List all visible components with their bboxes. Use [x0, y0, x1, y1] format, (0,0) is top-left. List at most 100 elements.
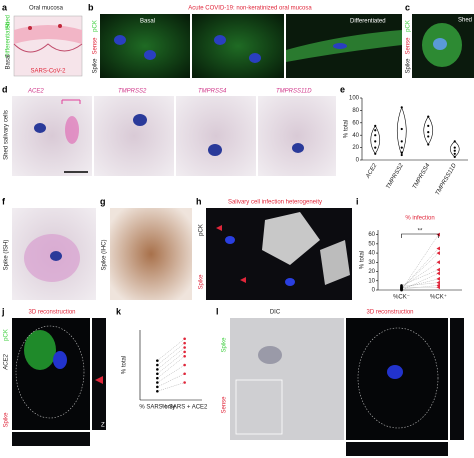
- data-point: [374, 146, 377, 149]
- virus-label: SARS-CoV-2: [30, 69, 66, 75]
- x-tick-label: % SARS only: [139, 405, 175, 411]
- channel-label: Sense: [222, 396, 228, 414]
- panel-letter: k: [116, 306, 122, 316]
- nucleus: [114, 35, 126, 45]
- data-point: [183, 341, 186, 345]
- panel-b: b Acute COVID-19: non-keratinized oral m…: [88, 2, 402, 78]
- data-point: [183, 354, 186, 358]
- channel-label: ACE2: [4, 354, 10, 371]
- micrograph: [94, 96, 174, 176]
- micrograph: [192, 14, 284, 78]
- chart-title: % infection: [405, 216, 434, 222]
- channel-label: Spike: [406, 58, 412, 74]
- panel-title: 3D reconstruction: [28, 310, 75, 316]
- pair-line: [157, 382, 185, 392]
- data-point: [400, 106, 403, 109]
- micrograph: [110, 208, 192, 300]
- panel-l: l DIC 3D reconstruction Spike Sense Z: [216, 306, 464, 456]
- data-point: [453, 149, 456, 152]
- nucleus: [34, 123, 46, 133]
- gene-label: ACE2: [27, 89, 44, 95]
- epithelium: [14, 25, 82, 44]
- outline: [357, 327, 439, 429]
- panel-h: h Salivary cell infection heterogeneity …: [196, 196, 352, 300]
- y-tick-label: 10: [368, 278, 375, 284]
- layer-label: Differentiated: [6, 22, 12, 58]
- data-point: [453, 152, 456, 155]
- side-label: Shed salivary cells: [4, 110, 10, 160]
- z-slice: [92, 318, 106, 430]
- panel-letter: l: [216, 306, 219, 316]
- panel-title: 3D reconstruction: [366, 310, 413, 316]
- panel-d: d Shed salivary cells ACE2 TMPRSS2 TMPRS…: [2, 84, 336, 176]
- data-point: [436, 276, 440, 281]
- pair-line: [401, 273, 439, 291]
- nucleus: [249, 53, 261, 63]
- data-point: [374, 140, 377, 143]
- data-point: [400, 285, 403, 289]
- data-point: [436, 271, 440, 276]
- data-point: [400, 146, 403, 149]
- channel-label: pCK: [199, 224, 205, 236]
- panel-letter: b: [88, 2, 94, 12]
- x-tick-label: %CK⁺: [430, 294, 447, 301]
- arrowhead: [216, 225, 222, 231]
- pair-line: [157, 356, 185, 379]
- channel-label: Spike: [93, 58, 99, 74]
- significance-bracket: [401, 233, 439, 238]
- channel-label: Spike: [4, 412, 10, 428]
- data-point: [183, 346, 186, 349]
- panel-j: j 3D reconstruction pCK ACE2 Spike Z: [1, 306, 106, 446]
- y-axis-label: % total: [344, 120, 350, 138]
- nucleus: [208, 144, 222, 156]
- micrograph: [346, 318, 448, 440]
- data-point: [427, 131, 430, 134]
- inset-box: [235, 379, 283, 435]
- data-point: [453, 146, 456, 149]
- pair-line: [401, 269, 439, 286]
- pair-line: [157, 347, 185, 370]
- y-tick-label: 60: [352, 120, 359, 126]
- y-tick-label: 20: [368, 269, 375, 275]
- data-point: [156, 385, 159, 389]
- data-point: [183, 350, 186, 354]
- data-point: [453, 140, 456, 143]
- y-tick-label: 0: [372, 288, 376, 294]
- micrograph: [230, 318, 344, 440]
- data-point: [183, 372, 186, 376]
- panel-title: Oral mucosa: [29, 6, 64, 12]
- panel-letter: g: [100, 196, 106, 206]
- nucleus: [214, 35, 226, 45]
- data-point: [156, 363, 159, 367]
- panel-letter: h: [196, 196, 202, 206]
- panel-letter: e: [340, 84, 345, 94]
- nucleus: [433, 38, 447, 50]
- nucleus: [333, 43, 347, 49]
- data-point: [427, 135, 430, 138]
- y-tick-label: 100: [349, 96, 360, 102]
- y-tick-label: 80: [352, 108, 359, 114]
- cell: [258, 346, 282, 364]
- data-point: [436, 246, 440, 251]
- y-tick-label: 0: [356, 158, 360, 164]
- gene-label: TMPRSS4: [198, 89, 227, 95]
- virus: [58, 24, 62, 28]
- nucleus: [292, 143, 304, 153]
- x-tick-label: %CK⁻: [393, 295, 410, 301]
- nucleus: [387, 365, 403, 379]
- nucleus: [285, 278, 295, 286]
- bracket: [61, 99, 81, 104]
- channel-label: Spike: [222, 337, 228, 353]
- data-point: [400, 140, 403, 143]
- pair-line: [157, 364, 185, 383]
- nucleus: [53, 351, 67, 369]
- channel-label: pCK: [4, 329, 10, 341]
- data-point: [156, 368, 159, 371]
- data-point: [400, 287, 403, 291]
- region-label: Basal: [140, 19, 155, 25]
- nucleus: [144, 50, 156, 60]
- channel-label: pCK: [406, 20, 412, 32]
- nucleus: [225, 236, 235, 244]
- pair-line: [157, 338, 185, 361]
